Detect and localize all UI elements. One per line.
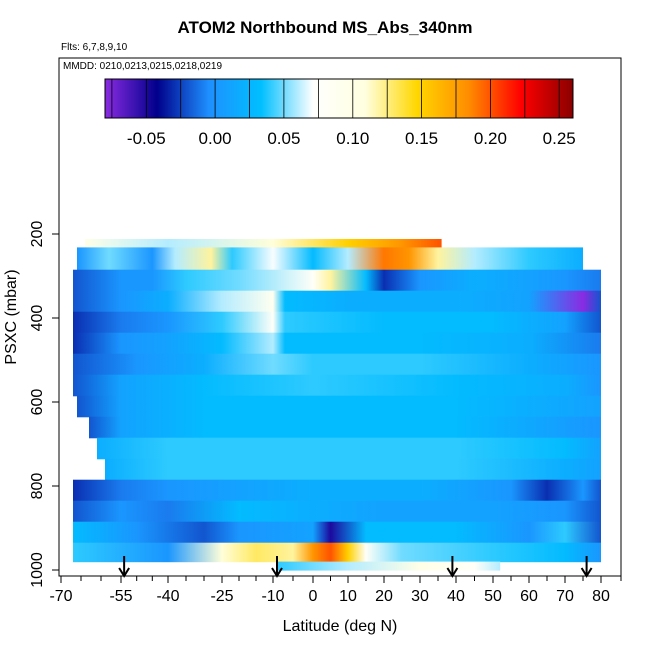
heatmap-band bbox=[77, 247, 583, 271]
colorbar-tick-label: 0.05 bbox=[267, 129, 300, 148]
plot-frame bbox=[58, 57, 622, 577]
x-tick-label: -25 bbox=[210, 588, 233, 605]
heatmap-band bbox=[73, 269, 601, 292]
colorbar-gradient bbox=[104, 78, 574, 119]
x-tick-label: 60 bbox=[520, 588, 538, 605]
y-tick-label: 600 bbox=[29, 389, 46, 416]
heatmap-band bbox=[73, 353, 601, 376]
x-tick-label: 40 bbox=[447, 588, 465, 605]
colorbar-tick-label: -0.05 bbox=[127, 129, 166, 148]
heatmap-band bbox=[77, 395, 601, 418]
x-tick-label: -10 bbox=[261, 588, 284, 605]
y-tick-label: 200 bbox=[29, 221, 46, 248]
x-tick-label: 20 bbox=[375, 588, 393, 605]
colorbar-tick-label: 0.25 bbox=[543, 129, 576, 148]
colorbar-tick-label: 0.00 bbox=[199, 129, 232, 148]
y-axis: 200 400 600 800 1000 bbox=[29, 221, 59, 588]
colorbar-tick-label: 0.20 bbox=[474, 129, 507, 148]
y-tick-label: 1000 bbox=[29, 552, 46, 588]
y-axis-label: PSXC (mbar) bbox=[3, 269, 20, 364]
chart-title: ATOM2 Northbound MS_Abs_340nm bbox=[177, 18, 473, 37]
x-tick-label: 0 bbox=[309, 588, 318, 605]
heatmap-band bbox=[97, 437, 601, 460]
colorbar-tick-label: 0.15 bbox=[405, 129, 438, 148]
heatmap-band bbox=[73, 479, 601, 502]
heatmap-band bbox=[73, 311, 601, 334]
flights-note: Flts: 6,7,8,9,10 bbox=[61, 42, 128, 53]
colorbar: -0.05 0.00 0.05 0.10 0.15 0.20 0.25 bbox=[104, 78, 576, 148]
heatmap-band bbox=[73, 332, 601, 355]
heatmap-band bbox=[73, 374, 601, 397]
x-tick-label: -70 bbox=[49, 588, 72, 605]
colorbar-tick-label: 0.10 bbox=[336, 129, 369, 148]
x-tick-label: 10 bbox=[339, 588, 357, 605]
x-tick-label: 80 bbox=[592, 588, 610, 605]
heatmap-band bbox=[105, 458, 601, 481]
x-tick-label: -40 bbox=[156, 588, 179, 605]
heatmap-band bbox=[73, 521, 601, 544]
x-tick-label: -55 bbox=[109, 588, 132, 605]
dates-note: MMDD: 0210,0213,0215,0218,0219 bbox=[63, 61, 223, 72]
heatmap-band bbox=[73, 500, 601, 523]
heatmap-band bbox=[73, 290, 601, 313]
x-axis: -70 -55 -40 -25 -10 0 10 20 30 40 50 60 70 80 bbox=[49, 576, 622, 605]
heatmap-band bbox=[277, 561, 501, 571]
heatmap-band bbox=[73, 542, 601, 563]
heatmap-band bbox=[89, 416, 601, 439]
x-tick-label: 50 bbox=[484, 588, 502, 605]
heatmap-band bbox=[85, 239, 442, 248]
x-tick-label: 70 bbox=[556, 588, 574, 605]
y-tick-label: 800 bbox=[29, 473, 46, 500]
heatmap-bands bbox=[73, 239, 601, 571]
x-tick-label: 30 bbox=[411, 588, 429, 605]
x-axis-label: Latitude (deg N) bbox=[283, 618, 398, 635]
y-tick-label: 400 bbox=[29, 305, 46, 332]
